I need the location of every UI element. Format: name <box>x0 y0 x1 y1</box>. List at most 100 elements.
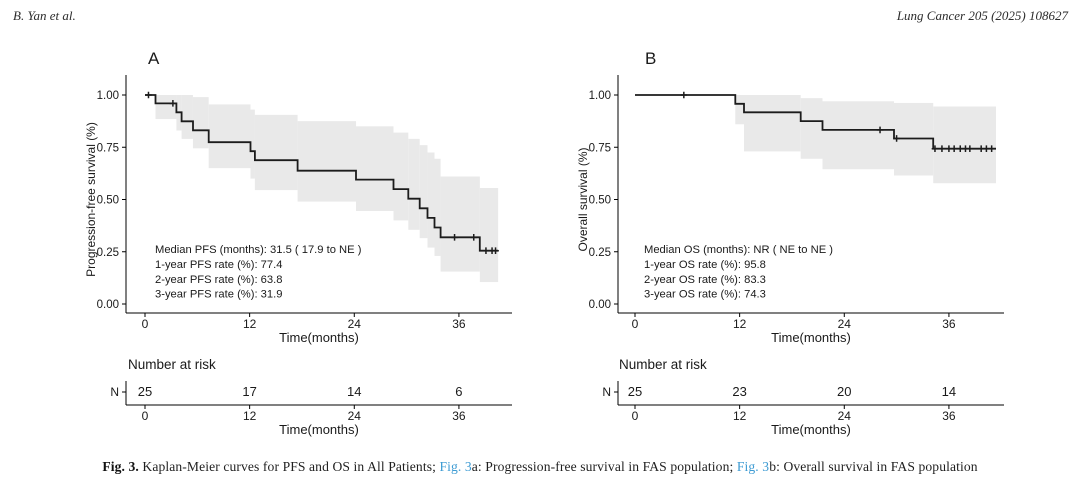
stat-annotation-line: 1-year OS rate (%): 95.8 <box>644 259 766 271</box>
censor-plus-icon <box>876 126 884 134</box>
risk-count: 25 <box>628 384 642 399</box>
x-axis-title: Time(months) <box>771 330 851 345</box>
confidence-band-segment <box>356 126 394 211</box>
caption-text: b: Overall survival in FAS population <box>769 459 978 474</box>
confidence-band-segment <box>155 95 177 120</box>
confidence-band-segment <box>822 101 894 170</box>
censor-plus-icon <box>482 247 490 255</box>
confidence-band-segment <box>434 158 441 256</box>
stat-annotation-line: 2-year OS rate (%): 83.3 <box>644 274 766 286</box>
confidence-band-segment <box>419 145 428 239</box>
censor-plus-icon <box>988 145 995 153</box>
risk-x-tick-label: 24 <box>348 409 362 423</box>
confidence-band-segment <box>440 176 480 272</box>
confidence-band <box>735 95 997 184</box>
risk-x-tick-label: 0 <box>632 409 639 423</box>
y-tick-label: 0.00 <box>589 299 611 311</box>
risk-x-axis-title: Time(months) <box>771 422 851 437</box>
censor-marks <box>145 91 499 255</box>
censor-marks <box>680 91 995 153</box>
x-tick-label: 0 <box>142 317 149 331</box>
y-tick-label: 0.50 <box>97 195 119 207</box>
km-panel-A: 0.00 0.25 0.50 0.75 1.00 0 12 24 36 Time(months) P… <box>84 49 512 437</box>
stat-annotation-line: 3-year OS rate (%): 74.3 <box>644 289 766 301</box>
y-axis-title: Progression-free survival (%) <box>84 122 98 277</box>
y-tick-label: 0.75 <box>97 142 119 154</box>
y-tick-label: 0.25 <box>97 247 119 259</box>
risk-x-tick-label: 36 <box>452 409 466 423</box>
y-tick-label: 0.50 <box>589 195 611 207</box>
censor-plus-icon <box>451 234 458 241</box>
x-axis-title: Time(months) <box>279 330 359 345</box>
confidence-band-segment <box>254 114 298 191</box>
y-tick-label: 0.75 <box>589 142 611 154</box>
x-tick-label: 24 <box>348 317 362 331</box>
risk-count: 23 <box>732 384 746 399</box>
confidence-band-segment <box>208 104 251 169</box>
censor-plus-icon <box>966 145 974 153</box>
y-tick-label: 1.00 <box>589 90 611 102</box>
censor-plus-icon <box>470 234 478 241</box>
survival-curve <box>635 94 996 150</box>
risk-row-label: N <box>602 385 611 399</box>
caption-text: Kaplan-Meier curves for PFS and OS in Al… <box>138 459 440 474</box>
axes <box>614 75 1004 317</box>
figure-caption: Fig. 3. Kaplan-Meier curves for PFS and … <box>0 459 1080 475</box>
risk-table-title: Number at risk <box>619 357 707 372</box>
censor-plus-icon <box>938 145 946 153</box>
confidence-band-segment <box>735 95 744 125</box>
stat-annotation-line: 2-year PFS rate (%): 63.8 <box>155 274 282 286</box>
risk-count: 14 <box>942 384 956 399</box>
risk-row-label: N <box>110 385 119 399</box>
axes <box>122 75 512 317</box>
censor-plus-icon <box>492 247 499 255</box>
caption-fig-label: Fig. 3. <box>102 459 139 474</box>
risk-x-tick-label: 24 <box>838 409 852 423</box>
censor-plus-icon <box>950 145 958 153</box>
stat-annotation-line: 1-year PFS rate (%): 77.4 <box>155 259 282 271</box>
confidence-band-segment <box>393 132 409 221</box>
confidence-band-segment <box>408 138 420 230</box>
censor-plus-icon <box>931 145 939 153</box>
risk-table: Number at risk N 25 0 17 12 14 24 6 36 Time(months… <box>110 357 512 437</box>
confidence-band-segment <box>427 152 435 248</box>
y-tick-label: 1.00 <box>97 90 119 102</box>
x-tick-label: 36 <box>942 317 956 331</box>
risk-count: 6 <box>455 384 462 399</box>
risk-x-axis-title: Time(months) <box>279 422 359 437</box>
running-head-authors: B. Yan et al. <box>13 8 76 23</box>
caption-figure-link[interactable]: Fig. 3 <box>736 459 770 474</box>
x-tick-label: 24 <box>838 317 852 331</box>
confidence-band-segment <box>933 106 997 184</box>
km-panel-B: 0.00 0.25 0.50 0.75 1.00 0 12 24 36 Time(months) O… <box>576 49 1004 437</box>
risk-x-tick-label: 12 <box>733 409 747 423</box>
confidence-band-segment <box>479 188 499 283</box>
x-tick-label: 0 <box>632 317 639 331</box>
risk-count: 14 <box>347 384 361 399</box>
risk-axes <box>614 381 1004 409</box>
caption-text: a: Progression-free survival in FAS popu… <box>471 459 737 474</box>
censor-plus-icon <box>680 91 688 99</box>
survival-curve <box>145 94 499 252</box>
km-figure-svg: 0.00 0.25 0.50 0.75 1.00 0 12 24 36 Time(months) P… <box>84 49 1004 437</box>
censor-plus-icon <box>169 100 177 107</box>
risk-count: 25 <box>138 384 152 399</box>
censor-plus-icon <box>145 91 152 99</box>
panel-letter: A <box>148 49 160 68</box>
x-tick-label: 36 <box>452 317 466 331</box>
risk-x-tick-label: 36 <box>942 409 956 423</box>
caption-figure-link[interactable]: Fig. 3 <box>439 459 472 474</box>
confidence-band-segment <box>250 109 255 179</box>
confidence-band-segment <box>192 97 209 149</box>
y-axis-title: Overall survival (%) <box>576 147 590 251</box>
risk-table: Number at risk N 25 0 23 12 20 24 14 36 Time(month… <box>602 357 1004 437</box>
confidence-band-segment <box>181 95 193 139</box>
x-tick-label: 12 <box>243 317 257 331</box>
stat-annotation-line: 3-year PFS rate (%): 31.9 <box>155 289 282 301</box>
risk-x-tick-label: 12 <box>243 409 257 423</box>
risk-table-title: Number at risk <box>128 357 216 372</box>
stat-annotation-line: Median OS (months): NR ( NE to NE ) <box>644 244 833 256</box>
journal-reference: Lung Cancer 205 (2025) 108627 <box>896 8 1068 23</box>
y-tick-label: 0.00 <box>97 299 119 311</box>
